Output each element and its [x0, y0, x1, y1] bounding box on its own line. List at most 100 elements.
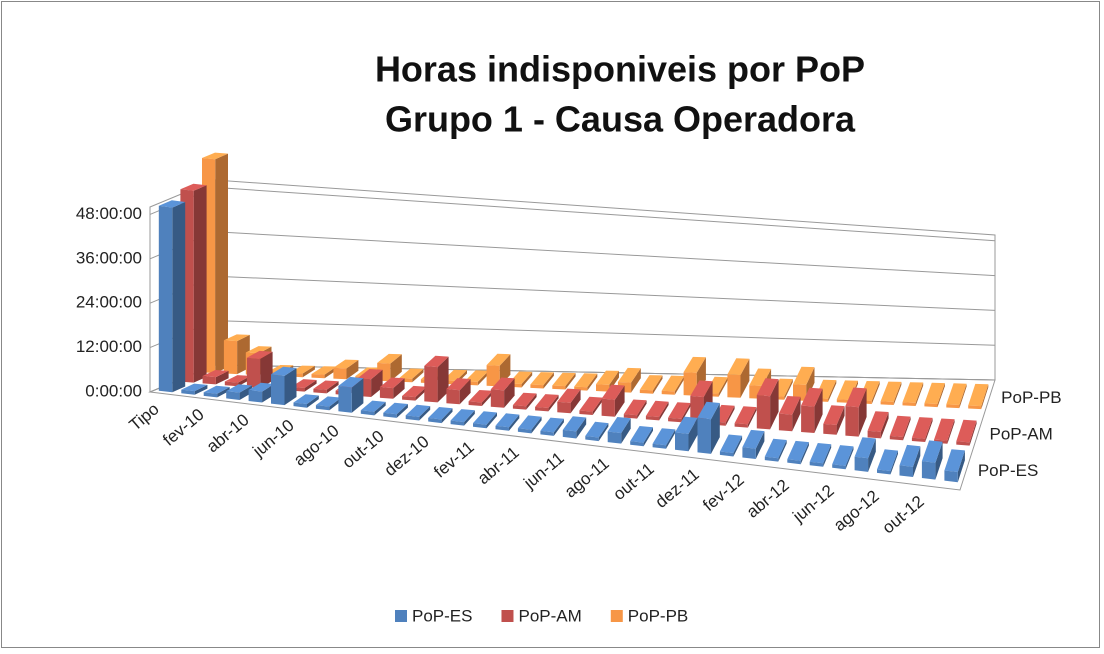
bar-top — [921, 440, 943, 463]
bar-top — [562, 416, 587, 432]
bar-top — [793, 366, 815, 385]
y-tick-label: 12:00:00 — [76, 337, 142, 356]
bar-side — [215, 370, 229, 385]
bar — [223, 340, 238, 375]
bar-top — [246, 350, 273, 359]
bar-side — [172, 202, 186, 393]
bar-side — [858, 388, 867, 437]
bar — [402, 396, 416, 401]
bar — [311, 374, 325, 379]
bar — [226, 391, 240, 400]
bar — [181, 389, 195, 395]
bar — [158, 205, 173, 393]
bar — [379, 387, 394, 399]
bar-top — [468, 390, 493, 403]
bar — [809, 461, 824, 467]
bar — [540, 430, 554, 436]
bar — [246, 357, 261, 388]
bar-side — [351, 378, 364, 413]
bar-top — [202, 370, 229, 378]
bar-top — [333, 359, 359, 369]
bar — [719, 451, 734, 457]
bar-side — [925, 417, 933, 442]
bar — [446, 389, 460, 405]
bar-top — [956, 419, 977, 443]
bar-top — [181, 383, 208, 392]
bar-side — [553, 418, 564, 436]
bar-side — [718, 377, 728, 397]
bar-side — [747, 407, 757, 428]
bar-top — [778, 396, 801, 415]
y-tick-label: 48:00:00 — [76, 204, 142, 223]
bar-side — [477, 370, 489, 386]
bar-side — [957, 450, 965, 483]
bar-top — [357, 369, 383, 380]
bar-top — [446, 378, 471, 391]
bar-top — [968, 383, 989, 407]
bar-top — [512, 392, 537, 407]
bar-side — [548, 394, 559, 412]
bar-side — [371, 369, 383, 397]
bar-top — [836, 380, 858, 400]
bar-top — [877, 449, 898, 472]
bar-side — [828, 380, 837, 402]
bar-side — [903, 416, 911, 441]
bar-side — [598, 423, 609, 442]
bar-top — [845, 387, 867, 408]
bar — [697, 417, 711, 454]
bar-top — [248, 382, 275, 392]
bar-side — [868, 438, 876, 472]
bar — [450, 420, 465, 426]
bar — [946, 404, 960, 409]
bar-top — [338, 376, 364, 388]
bar-side — [481, 390, 493, 406]
bar-top — [315, 396, 342, 407]
bar-top — [517, 415, 542, 430]
bar-top — [697, 401, 720, 420]
bar — [764, 456, 779, 462]
bar — [596, 384, 610, 392]
bar — [224, 381, 239, 387]
bar-top — [764, 438, 787, 459]
bar-top — [902, 382, 924, 403]
bar-top — [756, 378, 779, 397]
bar — [360, 410, 375, 416]
bar — [271, 374, 285, 406]
bar — [652, 443, 667, 449]
bar-side — [711, 403, 720, 454]
bar-side — [913, 446, 921, 477]
bar — [880, 401, 894, 405]
bar — [293, 402, 307, 408]
bar-top — [490, 377, 515, 391]
bar-side — [845, 446, 854, 470]
bar-top — [399, 368, 424, 379]
bar — [734, 423, 748, 428]
bar-top — [630, 426, 653, 443]
bar — [902, 402, 916, 406]
bar-side — [778, 440, 787, 462]
bar-side — [393, 378, 405, 399]
bar-side — [969, 420, 977, 446]
bar-top — [719, 434, 743, 453]
bar-side — [659, 401, 669, 421]
bar — [203, 392, 218, 398]
bar-top — [801, 387, 823, 407]
bar — [562, 429, 577, 439]
bar-side — [666, 429, 676, 449]
chart-subtitle: Grupo 1 - Causa Operadora — [385, 99, 856, 140]
bar — [778, 413, 793, 432]
bar-top — [180, 183, 207, 191]
bar — [854, 456, 869, 472]
bar-top — [749, 368, 772, 386]
bar-top — [291, 379, 317, 388]
bar-top — [742, 429, 765, 449]
bar — [623, 414, 638, 419]
bar-side — [217, 387, 230, 398]
bar-top — [271, 366, 297, 376]
bar — [383, 412, 397, 418]
bar-top — [442, 369, 467, 381]
bar-side — [437, 356, 449, 403]
series-label: PoP-ES — [978, 461, 1038, 480]
bar — [911, 437, 926, 442]
bar-side — [390, 354, 402, 382]
